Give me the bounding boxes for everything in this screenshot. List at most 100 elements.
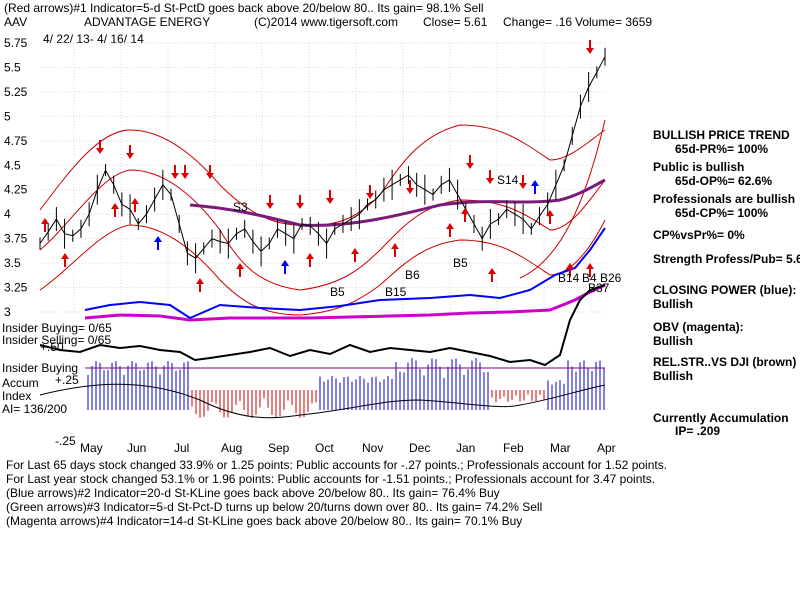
- buy-arrow-head: [306, 253, 314, 259]
- x-tick-label: Oct: [315, 441, 334, 455]
- y-axis-labels: 5.75 5.5 5.25 5 4.75 4.5 4.25 4 3.75 3.5 3.25 3: [4, 36, 28, 319]
- buy-arrow-head: [461, 208, 469, 214]
- buy-arrow-head: [131, 198, 139, 204]
- closing-power: CLOSING POWER (blue):: [653, 283, 797, 297]
- signal-label-s14: S14: [497, 173, 519, 187]
- bullish-title: BULLISH PRICE TREND: [653, 128, 790, 142]
- x-tick-label: Jan: [456, 441, 475, 455]
- close-value: Close= 5.61: [423, 15, 488, 29]
- signal-label-s3: S3: [233, 200, 248, 214]
- cp-vs-pr: CP%vsPr%= 0%: [653, 228, 745, 242]
- x-tick-label: Jul: [174, 441, 189, 455]
- company-name: ADVANTAGE ENERGY: [84, 15, 211, 29]
- change-value: Change= .16: [503, 15, 573, 29]
- y-tick-label: 3.5: [4, 256, 21, 270]
- sell-arrow-head: [466, 163, 474, 169]
- copyright: (C)2014 www.tigersoft.com: [254, 15, 399, 29]
- grid: [40, 42, 605, 313]
- blue-arrow-head: [154, 236, 162, 242]
- signal-label-b37: B37: [588, 281, 610, 295]
- x-tick-label: Jun: [127, 441, 146, 455]
- x-tick-label: May: [80, 441, 103, 455]
- x-tick-label: Mar: [550, 441, 571, 455]
- header-line1: (Red arrows)#1 Indicator=5-d St-PctD goe…: [4, 1, 484, 15]
- sell-arrow-head: [171, 173, 179, 179]
- y-tick-label: 5.75: [4, 36, 28, 50]
- buy-arrow-head: [41, 218, 49, 224]
- moving-average-line: [189, 178, 606, 227]
- buy-arrow-head: [566, 263, 574, 269]
- buy-arrow-head: [351, 248, 359, 254]
- buy-arrow-head: [586, 263, 594, 269]
- closing-power-val: Bullish: [653, 297, 694, 311]
- sell-arrow-head: [586, 48, 594, 54]
- y-tick-label: 3.25: [4, 281, 28, 295]
- x-tick-label: Sep: [268, 441, 290, 455]
- footer-line3: (Blue arrows)#2 Indicator=20-d St-KLine …: [6, 486, 500, 500]
- relative-strength-line: [39, 284, 606, 367]
- cp-value: 65d-CP%= 100%: [675, 206, 769, 220]
- y-tick-label: 3: [4, 305, 11, 319]
- strength: Strength Profess/Pub= 5.6: [653, 252, 800, 266]
- signal-label-b14: B14: [558, 271, 580, 285]
- insider-buying: Insider Buying= 0/65: [2, 321, 112, 335]
- signal-label-b4: B4: [582, 271, 597, 285]
- sell-arrow-head: [296, 203, 304, 209]
- y-tick-label: 5.25: [4, 85, 28, 99]
- x-tick-label: Dec: [409, 441, 430, 455]
- sell-arrow-head: [181, 173, 189, 179]
- relstr-val: Bullish: [653, 369, 694, 383]
- accum-tick-neg25: -.25: [55, 434, 76, 448]
- close-series-line: [39, 56, 606, 259]
- obv-line: [84, 283, 606, 322]
- sell-arrow-head: [206, 173, 214, 179]
- y-tick-label: 4.5: [4, 158, 21, 172]
- blue-arrow-head: [531, 180, 539, 186]
- x-tick-label: Feb: [503, 441, 524, 455]
- buy-arrow-head: [546, 210, 554, 216]
- buy-arrow-head: [111, 203, 119, 209]
- obv: OBV (magenta):: [653, 320, 744, 334]
- sell-arrow-head: [519, 183, 527, 189]
- pr-value: 65d-PR%= 100%: [675, 142, 769, 156]
- buy-arrow-head: [236, 263, 244, 269]
- accum-label: Accum: [2, 376, 39, 390]
- x-tick-label: Nov: [362, 441, 383, 455]
- buy-arrow-head: [488, 268, 496, 274]
- sell-arrow-head: [486, 178, 494, 184]
- footer-line4: (Green arrows)#3 Indicator=5-d St-Pct-D …: [6, 500, 543, 514]
- y-tick-label: 3.75: [4, 232, 28, 246]
- y-tick-label: 5.5: [4, 60, 21, 74]
- sell-arrow-head: [266, 203, 274, 209]
- ticker-symbol: AAV: [4, 15, 28, 29]
- accum-tick-25: +.25: [55, 373, 79, 387]
- signal-label-b6: B6: [405, 268, 420, 282]
- op-value: 65d-OP%= 62.6%: [675, 174, 773, 188]
- y-tick-label: 4: [4, 207, 11, 221]
- sell-arrow-head: [406, 188, 414, 194]
- y-tick-label: 4.25: [4, 183, 28, 197]
- sell-arrow-head: [96, 148, 104, 154]
- sell-arrow-head: [366, 193, 374, 199]
- buy-arrow-head: [446, 223, 454, 229]
- buy-arrow-head: [196, 278, 204, 284]
- y-tick-label: 4.75: [4, 134, 28, 148]
- footer-line2: For Last year stock changed 53.1% or 1.9…: [6, 472, 656, 486]
- insider-selling: Insider Selling= 0/65: [2, 333, 112, 347]
- sell-arrow-head: [326, 198, 334, 204]
- x-tick-label: Aug: [221, 441, 242, 455]
- blue-arrow-head: [281, 260, 289, 266]
- accum-moving-average: [39, 383, 606, 419]
- closing-power-line: [84, 227, 606, 320]
- signal-arrows: [41, 40, 594, 292]
- public-bullish: Public is bullish: [653, 160, 745, 174]
- buy-arrow-head: [391, 243, 399, 249]
- signal-label-b5b: B5: [453, 256, 468, 270]
- volume-value: Volume= 3659: [575, 15, 653, 29]
- signal-label-b5: B5: [330, 285, 345, 299]
- accum-index-bars: [87, 358, 605, 418]
- insider-buying-2: Insider Buying: [2, 361, 79, 375]
- sell-arrow-head: [126, 153, 134, 159]
- x-axis-labels: May Jun Jul Aug Sep Oct Nov Dec Jan Feb Mar Apr: [80, 441, 616, 455]
